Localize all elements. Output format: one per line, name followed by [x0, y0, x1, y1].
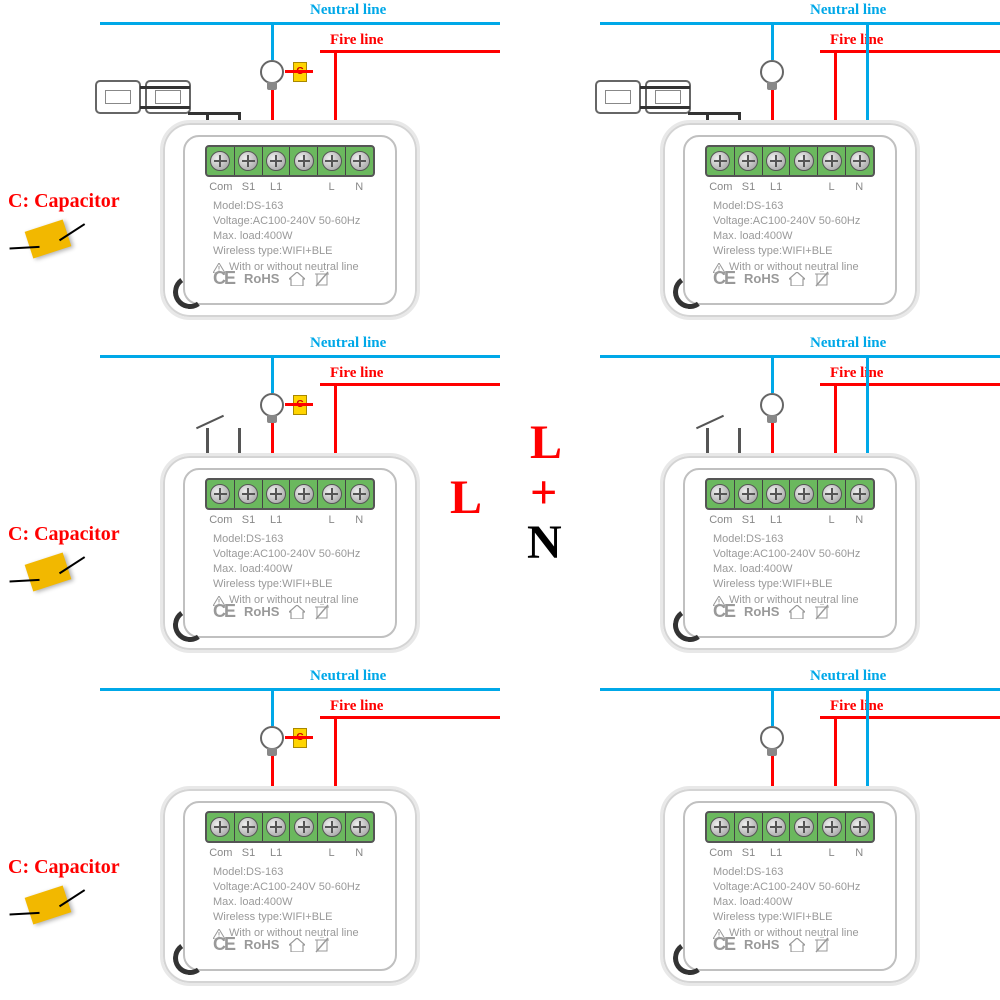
smart-switch-module: ComS1L1LNModel:DS-163Voltage:AC100-240V …	[160, 120, 420, 320]
wire	[640, 106, 690, 109]
wire	[600, 688, 1000, 691]
wire	[771, 22, 774, 60]
fire-line-label: Fire line	[330, 32, 383, 49]
wire	[600, 355, 1000, 358]
wire	[140, 106, 190, 109]
smart-switch-module: ComS1L1LNModel:DS-163Voltage:AC100-240V …	[160, 786, 420, 986]
wire	[771, 355, 774, 393]
lightbulb-icon	[760, 726, 784, 756]
capacitor-label: C: Capacitor	[8, 523, 120, 546]
wiring-diagram-cell: Neutral line Fire line ComS1L1LNModel:DS-1…	[500, 0, 1000, 333]
neutral-line-label: Neutral line	[310, 2, 386, 19]
wire	[320, 383, 500, 386]
wire	[271, 355, 274, 393]
wire	[271, 688, 274, 726]
neutral-line-label: Neutral line	[810, 335, 886, 352]
lightbulb-icon	[260, 726, 284, 756]
fire-line-label: Fire line	[830, 32, 883, 49]
switch-lever-icon	[196, 415, 224, 429]
fire-line-label: Fire line	[830, 698, 883, 715]
fire-line-label: Fire line	[830, 365, 883, 382]
wiring-diagram-cell: Neutral lineFire lineCComS1L1LNModel:DS-…	[0, 666, 500, 999]
wiring-diagram-cell: Neutral line Fire line ComS1L1LNModel:DS-1…	[500, 333, 1000, 666]
wiring-diagram-cell: Neutral line Fire line ComS1L1LNModel:DS-1…	[500, 666, 1000, 999]
wire	[820, 50, 1000, 53]
wire	[820, 716, 1000, 719]
wire	[100, 688, 500, 691]
smart-switch-module: ComS1L1LNModel:DS-163Voltage:AC100-240V …	[660, 786, 920, 986]
neutral-line-label: Neutral line	[810, 2, 886, 19]
wire	[188, 112, 241, 115]
capacitor-label: C: Capacitor	[8, 190, 120, 213]
neutral-line-label: Neutral line	[310, 668, 386, 685]
lightbulb-icon	[760, 60, 784, 90]
wire	[100, 22, 500, 25]
wire	[285, 70, 313, 73]
wire	[640, 86, 690, 89]
smart-switch-module: ComS1L1LNModel:DS-163Voltage:AC100-240V …	[160, 453, 420, 653]
smart-switch-module: ComS1L1LNModel:DS-163Voltage:AC100-240V …	[660, 120, 920, 320]
smart-switch-module: ComS1L1LNModel:DS-163Voltage:AC100-240V …	[660, 453, 920, 653]
wire	[320, 716, 500, 719]
wire	[285, 736, 313, 739]
wire	[140, 86, 190, 89]
lightbulb-icon	[260, 393, 284, 423]
wire	[771, 688, 774, 726]
fire-line-label: Fire line	[330, 698, 383, 715]
wire	[271, 22, 274, 60]
wiring-diagram-cell: Neutral lineFire lineCComS1L1LNModel:DS-…	[0, 0, 500, 333]
neutral-line-label: Neutral line	[310, 335, 386, 352]
fire-line-label: Fire line	[330, 365, 383, 382]
neutral-line-label: Neutral line	[810, 668, 886, 685]
wire	[688, 112, 741, 115]
wiring-diagram-cell: Neutral lineFire lineCComS1L1LNModel:DS-…	[0, 333, 500, 666]
wire	[285, 403, 313, 406]
wire	[600, 22, 1000, 25]
lightbulb-icon	[260, 60, 284, 90]
wire	[820, 383, 1000, 386]
capacitor-label: C: Capacitor	[8, 856, 120, 879]
wire	[320, 50, 500, 53]
lightbulb-icon	[760, 393, 784, 423]
wire	[100, 355, 500, 358]
switch-lever-icon	[696, 415, 724, 429]
